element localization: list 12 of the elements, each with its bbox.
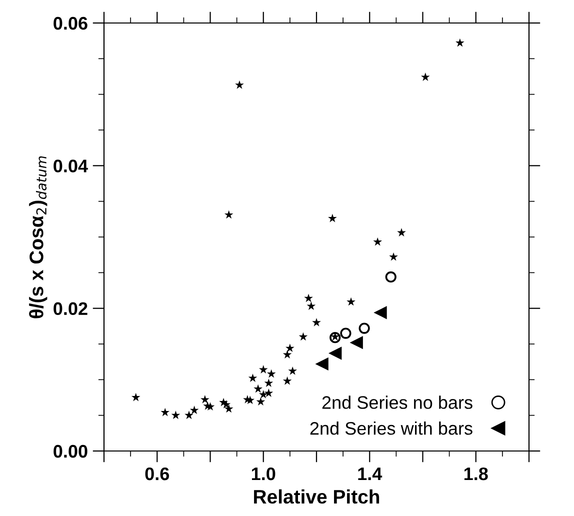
x-tick-label: 1.0 <box>252 467 276 480</box>
x-tick-label: 1.4 <box>358 468 382 480</box>
y-tick-label: 0.06 <box>54 16 88 30</box>
y-axis-title: θ/(s x Cosα$_{2}$)$_{datum}$ <box>29 156 48 318</box>
x-tick-label: 0.6 <box>145 467 170 480</box>
y-tick-label: 0.04 <box>54 160 88 172</box>
legend-label: 2nd Series no bars <box>322 396 472 409</box>
x-axis-title: Relative Pitch <box>254 489 380 504</box>
x-tick-label: 1.8 <box>464 467 488 480</box>
legend-label: 2nd Series with bars <box>310 422 472 435</box>
y-tick-label: 0.00 <box>54 444 88 458</box>
y-tick-label: 0.02 <box>54 302 88 316</box>
